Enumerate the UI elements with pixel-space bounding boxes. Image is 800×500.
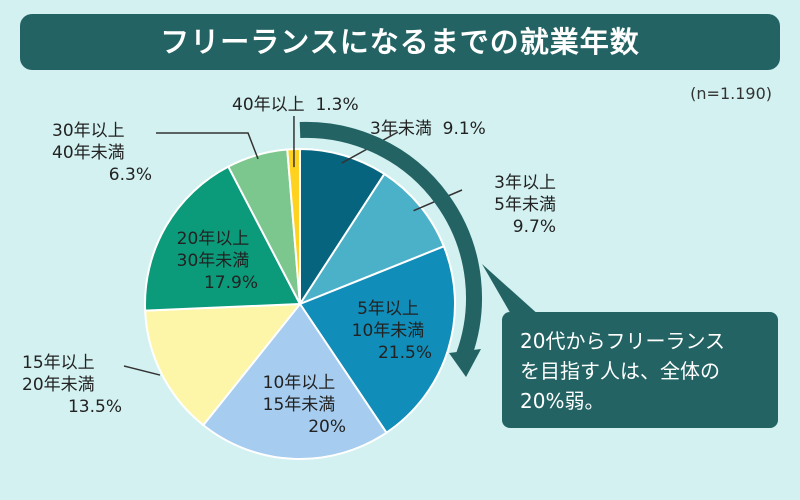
label-over-40: 40年以上 1.3%	[232, 94, 359, 116]
label-10-to-15-line2: 15年未満	[262, 395, 336, 415]
label-5-to-10-value: 21.5%	[377, 343, 432, 363]
label-over-40-value: 1.3%	[315, 95, 359, 115]
arrow-arc	[299, 121, 482, 358]
label-under-3-value: 9.1%	[442, 119, 486, 139]
sample-size-note: (n=1.190)	[690, 84, 772, 103]
label-10-to-15-line1: 10年以上	[262, 373, 336, 393]
label-15-to-20: 15年以上 20年未満 13.5%	[22, 352, 122, 418]
arrow-head	[449, 349, 481, 377]
label-10-to-15-value: 20%	[308, 417, 346, 437]
trend-arrow	[299, 121, 482, 377]
callout-text: 20代からフリーランス を目指す人は、全体の 20%弱。	[520, 326, 770, 416]
leader-line-30-to-40	[156, 132, 259, 160]
pie-slice-under-3	[299, 147, 386, 308]
label-15-to-20-line2: 20年未満	[22, 375, 95, 395]
pie-slice-3-to-5	[297, 172, 446, 307]
title-banner: フリーランスになるまでの就業年数	[20, 14, 780, 70]
callout-pointer	[482, 264, 540, 316]
pie-slice-5-to-10	[298, 245, 456, 435]
label-5-to-10: 5年以上 10年未満 21.5%	[338, 298, 438, 364]
label-20-to-30-line2: 30年未満	[176, 251, 250, 271]
leader-line-15-to-20	[123, 365, 161, 376]
label-10-to-15: 10年以上 15年未満 20%	[244, 372, 354, 438]
label-3-to-5-line2: 5年未満	[494, 195, 556, 215]
label-3-to-5-value: 9.7%	[512, 217, 556, 237]
label-15-to-20-value: 13.5%	[67, 397, 122, 417]
label-over-40-text: 40年以上	[232, 95, 305, 115]
label-5-to-10-line1: 5年以上	[357, 299, 419, 319]
label-3-to-5-line1: 3年以上	[494, 173, 556, 193]
label-30-to-40-value: 6.3%	[108, 165, 152, 185]
label-15-to-20-line1: 15年以上	[22, 353, 95, 373]
label-30-to-40-line1: 30年以上	[52, 121, 125, 141]
pie-slice-10-to-15	[201, 302, 388, 460]
chart-title: フリーランスになるまでの就業年数	[160, 25, 640, 59]
label-under-3-text: 3年未満	[370, 119, 432, 139]
label-3-to-5: 3年以上 5年未満 9.7%	[456, 172, 556, 238]
label-20-to-30-value: 17.9%	[203, 273, 258, 293]
label-30-to-40-line2: 40年未満	[52, 143, 125, 163]
label-20-to-30-line1: 20年以上	[176, 229, 250, 249]
label-under-3: 3年未満 9.1%	[370, 118, 486, 140]
pie-slice-15-to-20	[144, 302, 303, 427]
callout-line-3: 20%弱。	[520, 389, 605, 413]
callout-box: 20代からフリーランス を目指す人は、全体の 20%弱。	[502, 312, 778, 428]
pie-slice-20-to-30	[144, 165, 302, 312]
label-5-to-10-line2: 10年未満	[351, 321, 425, 341]
label-20-to-30: 20年以上 30年未満 17.9%	[158, 228, 268, 294]
callout-line-2: を目指す人は、全体の	[520, 359, 720, 383]
callout-line-1: 20代からフリーランス	[520, 329, 726, 353]
label-30-to-40: 30年以上 40年未満 6.3%	[52, 120, 152, 186]
